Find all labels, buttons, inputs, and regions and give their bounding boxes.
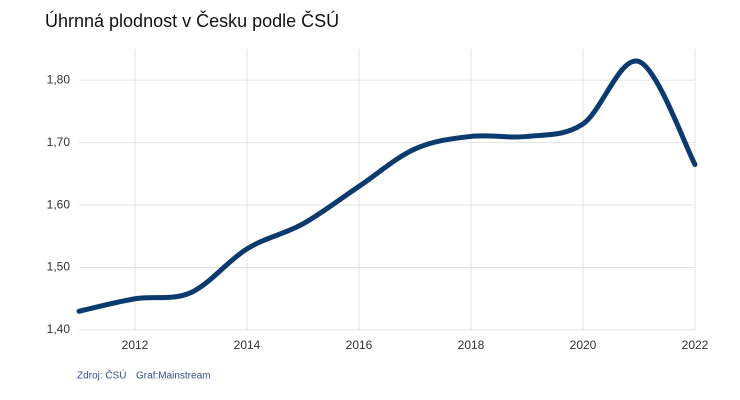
x-tick-label: 2018 (458, 338, 485, 352)
x-tick-label: 2014 (234, 338, 261, 352)
x-tick-label: 2016 (346, 338, 373, 352)
y-tick-label: 1,60 (47, 197, 71, 211)
x-tick-label: 2020 (570, 338, 597, 352)
chart-title: Úhrnná plodnost v Česku podle ČSÚ (45, 10, 339, 31)
credit: Graf:Mainstream (136, 371, 210, 382)
y-tick-label: 1,40 (47, 322, 71, 336)
y-tick-label: 1,50 (47, 260, 71, 274)
x-tick-label: 2012 (122, 338, 149, 352)
source: Zdroj: ČSÚ (77, 369, 126, 382)
y-tick-label: 1,80 (47, 72, 71, 86)
x-tick-label: 2022 (682, 338, 709, 352)
data-line (76, 58, 698, 314)
y-tick-label: 1,70 (47, 135, 71, 149)
